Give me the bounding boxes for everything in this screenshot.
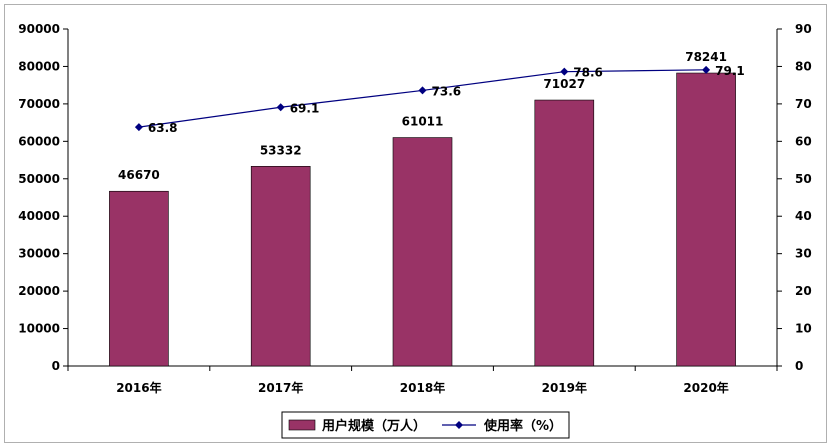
rate-point	[702, 65, 711, 74]
bar	[250, 166, 311, 367]
rate-point	[560, 67, 569, 76]
bars	[109, 72, 736, 367]
left-tick-label: 40000	[18, 209, 60, 223]
rate-line	[134, 65, 711, 132]
right-tick-label: 20	[795, 284, 812, 298]
right-tick-label: 70	[795, 97, 812, 111]
right-tick-label: 80	[795, 59, 812, 73]
x-tick-label: 2020年	[683, 380, 728, 395]
legend-label-bar: 用户规模（万人）	[321, 418, 426, 434]
left-tick-label: 50000	[18, 172, 60, 186]
right-tick-label: 30	[795, 247, 812, 261]
rate-point	[134, 123, 143, 132]
left-tick-label: 70000	[18, 97, 60, 111]
left-tick-label: 0	[52, 359, 60, 373]
bar-value-label: 61011	[402, 115, 444, 129]
rate-value-label: 73.6	[432, 84, 462, 98]
left-tick-label: 60000	[18, 134, 60, 148]
bar-value-label: 78241	[685, 50, 727, 64]
left-tick-label: 10000	[18, 322, 60, 336]
legend-swatch-marker	[455, 421, 463, 429]
left-tick-label: 80000	[18, 59, 60, 73]
right-tick-label: 50	[795, 172, 812, 186]
rate-value-label: 79.1	[715, 64, 745, 78]
right-tick-label: 90	[795, 22, 812, 36]
right-tick-label: 0	[795, 359, 803, 373]
bar	[534, 99, 595, 367]
x-tick-label: 2018年	[400, 380, 445, 395]
x-tick-label: 2019年	[542, 380, 587, 395]
data-labels: 46670 53332 61011 71027 78241 63.8 69.1 73.6 78.…	[118, 50, 745, 182]
legend: 用户规模（万人） 使用率（%）	[281, 411, 570, 439]
bar	[676, 72, 736, 367]
legend-swatch-bar	[288, 419, 316, 431]
left-tick-label: 90000	[18, 22, 60, 36]
rate-value-label: 63.8	[148, 121, 178, 135]
right-tick-label: 10	[795, 322, 812, 336]
right-tick-label: 60	[795, 134, 812, 148]
left-tick-label: 30000	[18, 247, 60, 261]
rate-point	[276, 103, 285, 112]
left-tick-label: 20000	[18, 284, 60, 298]
bar	[392, 137, 453, 367]
rate-point	[418, 86, 427, 95]
bar	[109, 190, 169, 367]
bar-value-label: 71027	[543, 77, 585, 91]
legend-label-line: 使用率（%）	[483, 418, 562, 434]
right-tick-label: 40	[795, 209, 812, 223]
legend-box	[281, 411, 570, 439]
x-tick-label: 2016年	[116, 380, 161, 395]
rate-value-label: 78.6	[573, 66, 603, 80]
chart-frame	[4, 4, 827, 443]
bar-value-label: 46670	[118, 168, 160, 182]
x-tick-label: 2017年	[258, 380, 303, 395]
axes: 0 10000 20000 30000 40000 50000 60000 70000 8000…	[18, 22, 811, 395]
rate-value-label: 69.1	[290, 101, 320, 115]
bar-value-label: 53332	[260, 143, 302, 157]
